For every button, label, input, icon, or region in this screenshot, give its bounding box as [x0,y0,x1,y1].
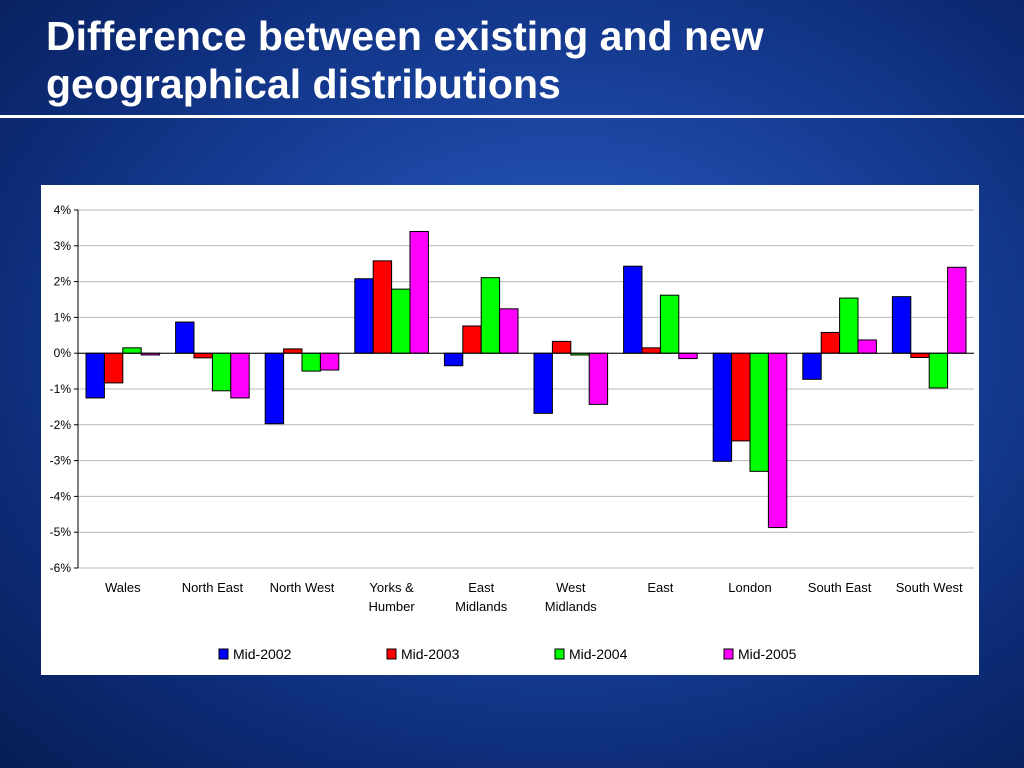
legend-swatch [554,648,565,660]
title-line-1: Difference between existing and new [46,13,764,59]
bar-mid-2003 [462,325,482,354]
y-tick-label: 2% [54,275,72,289]
bar-mid-2005 [499,308,519,354]
category-label: East [647,580,673,595]
category-label: Midlands [545,599,598,614]
axes [74,209,974,569]
legend-swatch [218,648,229,660]
bar-mid-2003 [820,331,841,354]
legend-label: Mid-2003 [401,646,460,662]
legend-item: Mid-2005 [723,646,797,662]
axis-labels: 4% 3% 2% 1% 0% -1% -2% -3% -4% -5% -6% Wales North E… [50,203,963,614]
bar-mid-2004 [659,294,680,354]
chart-panel: 4% 3% 2% 1% 0% -1% -2% -3% -4% -5% -6% Wales North E… [41,185,979,675]
bar-mid-2005 [947,266,967,354]
bar-mid-2002 [712,352,733,462]
bar-mid-2004 [211,352,232,392]
bar-mid-2002 [891,296,912,354]
bar-mid-2004 [749,352,769,472]
y-tick-label: -1% [50,382,72,396]
category-label: Humber [368,599,415,614]
bar-mid-2003 [551,340,572,354]
bar-mid-2003 [731,352,751,442]
legend-swatch [723,648,734,660]
category-label: South West [896,580,963,595]
legend-label: Mid-2005 [738,646,797,662]
category-label: Yorks & [369,580,414,595]
legend-label: Mid-2004 [569,646,628,662]
y-tick-label: -3% [50,454,72,468]
bar-mid-2004 [301,352,321,372]
bar-mid-2002 [85,352,105,399]
legend: Mid-2002 Mid-2003 Mid-2004 Mid-2005 [218,646,797,662]
bar-mid-2003 [103,352,124,384]
y-tick-label: -5% [50,525,72,539]
bar-mid-2003 [910,352,930,358]
bar-mid-2004 [839,297,859,354]
bar-chart: 4% 3% 2% 1% 0% -1% -2% -3% -4% -5% -6% Wales North E… [50,203,974,662]
y-tick-label: 1% [54,310,72,324]
legend-item: Mid-2004 [554,646,628,662]
category-label: North West [270,580,335,595]
legend-label: Mid-2002 [233,646,292,662]
bar-mid-2005 [678,352,698,360]
bar-mid-2002 [264,352,285,425]
bar-mid-2004 [122,347,142,354]
category-label: West [556,580,586,595]
title-divider [0,115,1024,118]
legend-item: Mid-2002 [218,646,292,662]
y-tick-label: 0% [54,346,72,360]
bar-mid-2002 [175,321,195,354]
category-label: London [728,580,771,595]
y-tick-label: 4% [54,203,72,217]
category-label: Midlands [455,599,508,614]
bar-mid-2003 [283,348,303,354]
bar-mid-2004 [391,288,411,354]
bar-mid-2002 [623,265,643,354]
bar-mid-2002 [802,352,822,380]
y-tick-label: -4% [50,489,72,503]
bars [85,230,967,529]
slide-title: Difference between existing and new geog… [46,12,986,108]
title-line-2: geographical distributions [46,61,561,107]
y-tick-label: -2% [50,418,72,432]
bar-mid-2005 [230,352,250,399]
bar-mid-2004 [928,352,949,389]
bar-mid-2002 [443,352,464,367]
bar-mid-2004 [480,277,501,354]
bar-mid-2002 [533,352,553,414]
category-label: North East [182,580,244,595]
category-label: South East [808,580,872,595]
category-label: East [468,580,494,595]
bar-mid-2005 [319,352,340,371]
bar-mid-2005 [857,339,877,354]
bar-mid-2005 [409,230,429,354]
y-tick-label: 3% [54,239,72,253]
bar-mid-2002 [354,278,374,354]
bar-mid-2003 [372,260,393,354]
bar-mid-2003 [193,352,213,359]
y-tick-label: -6% [50,561,72,575]
bar-mid-2003 [641,347,661,354]
legend-swatch [386,648,397,660]
legend-item: Mid-2003 [386,646,460,662]
bar-mid-2005 [588,352,609,405]
category-label: Wales [105,580,141,595]
bar-mid-2005 [767,352,788,529]
